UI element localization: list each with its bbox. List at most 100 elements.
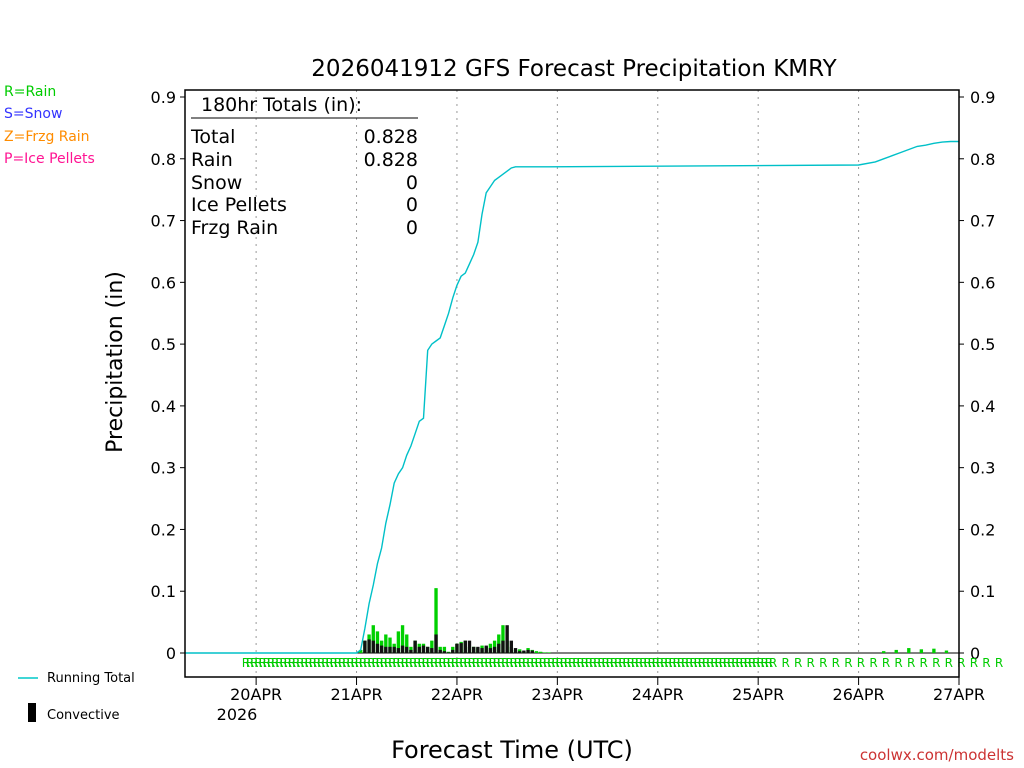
convective-bar <box>384 646 388 653</box>
precip-type-glyph: R <box>367 656 375 670</box>
convective-bar <box>405 646 409 653</box>
rain-bar <box>538 651 543 653</box>
precip-type-glyph: R <box>907 656 915 670</box>
precip-type-glyph: R <box>668 656 676 670</box>
precip-type-glyph: R <box>539 656 547 670</box>
x-tick-label: 21APR <box>330 685 382 704</box>
precip-type-glyph: R <box>518 656 526 670</box>
y-tick-label-left: 0.3 <box>151 459 176 478</box>
convective-bar <box>484 645 488 653</box>
precip-type-glyph: R <box>388 656 396 670</box>
convective-bar <box>505 625 509 653</box>
legend-running-total: Running Total <box>47 671 135 686</box>
precip-type-glyph: R <box>618 656 626 670</box>
y-tick-label-left: 0.4 <box>151 397 176 416</box>
legend-rain: R=Rain <box>4 84 56 100</box>
rain-bar <box>388 637 392 653</box>
type-legend: R=Rain S=Snow Z=Frzg Rain P=Ice Pellets <box>4 84 95 167</box>
precip-type-glyph: R <box>409 656 417 670</box>
rain-bar <box>932 648 936 653</box>
y-tick-label-right: 0.4 <box>970 397 995 416</box>
rain-bar <box>882 651 886 653</box>
precip-type-glyph: R <box>882 656 890 670</box>
convective-bar <box>467 640 472 653</box>
precip-type-glyph: R <box>719 656 727 670</box>
precip-type-glyph: R <box>459 656 467 670</box>
precip-type-glyph: R <box>279 656 287 670</box>
precip-type-glyph: R <box>325 656 333 670</box>
precip-type-glyph: R <box>744 656 752 670</box>
precip-type-glyph: R <box>731 656 739 670</box>
rain-bar <box>501 625 505 653</box>
totals-value-frzg-rain: 0 <box>406 217 418 239</box>
precip-type-glyph: R <box>857 656 865 670</box>
precip-type-glyph: R <box>982 656 990 670</box>
y-tick-label-right: 0.5 <box>970 335 995 354</box>
precip-type-glyph: R <box>631 656 639 670</box>
precip-type-glyph: R <box>250 656 258 670</box>
precip-type-glyph: R <box>258 656 266 670</box>
precip-type-glyph: R <box>648 656 656 670</box>
precip-type-glyph: R <box>267 656 275 670</box>
precip-type-glyph: R <box>740 656 748 670</box>
precip-type-glyph: R <box>526 656 534 670</box>
convective-bar <box>522 650 526 653</box>
precip-type-glyph: R <box>660 656 668 670</box>
precip-type-glyph: R <box>576 656 584 670</box>
precip-type-glyph: R <box>371 656 379 670</box>
precip-type-glyph: R <box>430 656 438 670</box>
convective-bar <box>492 646 497 653</box>
convective-bar <box>472 646 476 653</box>
convective-bar <box>459 643 463 653</box>
precip-type-glyph: R <box>794 656 802 670</box>
year-label: 2026 <box>217 705 258 724</box>
precip-type-glyph: R <box>752 656 760 670</box>
x-tick-label: 26APR <box>833 685 885 704</box>
precip-type-glyph: R <box>585 656 593 670</box>
rain-bar <box>907 648 911 653</box>
plot-frame <box>184 89 960 678</box>
legend-snow: S=Snow <box>4 106 62 122</box>
rain-bar <box>547 652 551 653</box>
rain-bar <box>944 650 949 653</box>
legend-ice-pellets: P=Ice Pellets <box>4 151 95 167</box>
precip-type-glyph: R <box>401 656 409 670</box>
rain-bar <box>919 649 924 653</box>
running-total-series <box>185 140 959 654</box>
totals-value-ice-pellets: 0 <box>406 194 418 216</box>
rain-bar <box>543 652 547 653</box>
convective-bar <box>526 649 530 653</box>
rain-bar <box>400 625 405 653</box>
precip-type-glyph: R <box>359 656 367 670</box>
precip-type-glyph: R <box>689 656 697 670</box>
precip-type-glyph: R <box>627 656 635 670</box>
precip-type-glyph: R <box>844 656 852 670</box>
y-tick-label-left: 0.8 <box>151 150 176 169</box>
precip-type-glyph: R <box>869 656 877 670</box>
precip-type-glyph: R <box>748 656 756 670</box>
precip-type-glyph: R <box>530 656 538 670</box>
rain-bar <box>375 631 380 653</box>
convective-bar <box>409 649 413 653</box>
rain-bar <box>430 640 434 653</box>
precip-type-glyph: R <box>443 656 451 670</box>
rain-bar <box>434 588 438 653</box>
precip-type-glyph: R <box>376 656 384 670</box>
convective-bar <box>379 645 384 653</box>
totals-value-total: 0.828 <box>364 126 418 148</box>
precip-type-glyph: R <box>769 656 777 670</box>
y-tick-label-right: 0.6 <box>970 273 995 292</box>
convective-bar <box>451 649 455 653</box>
totals-label-rain: Rain <box>191 149 233 171</box>
precip-type-glyph: R <box>300 656 308 670</box>
precip-type-glyph: R <box>476 656 484 670</box>
precip-type-glyph: R <box>635 656 643 670</box>
precip-type-glyph: R <box>894 656 902 670</box>
convective-bar <box>501 640 505 653</box>
precip-type-glyph: R <box>346 656 354 670</box>
y-tick-label-right: 0.9 <box>970 88 995 107</box>
precip-type-glyph: R <box>597 656 605 670</box>
totals-value-rain: 0.828 <box>364 149 418 171</box>
precip-type-glyph: R <box>363 656 371 670</box>
